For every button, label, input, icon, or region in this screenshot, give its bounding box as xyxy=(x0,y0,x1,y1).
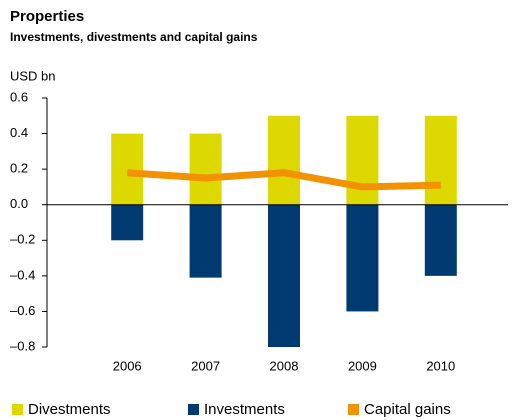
bar xyxy=(424,115,457,205)
legend-swatch xyxy=(188,404,199,415)
y-tick-label: –0.6 xyxy=(10,303,35,318)
bar xyxy=(346,115,379,205)
bar xyxy=(111,133,144,205)
bar xyxy=(189,133,222,205)
y-tick-label: –0.8 xyxy=(10,338,35,353)
legend-label: Divestments xyxy=(28,401,111,418)
x-tick-label: 2009 xyxy=(348,358,377,373)
y-tick-label: 0.2 xyxy=(10,161,28,176)
y-tick-label: 0.4 xyxy=(10,125,28,140)
y-tick-label: –0.2 xyxy=(10,232,35,247)
y-tick-label: 0.6 xyxy=(10,89,28,104)
bar xyxy=(189,204,222,278)
chart-title: Properties xyxy=(10,8,84,25)
bar xyxy=(268,204,300,347)
x-tick-label: 2007 xyxy=(191,358,220,373)
y-tick-label: 0.0 xyxy=(10,196,28,211)
x-tick-label: 2006 xyxy=(113,358,142,373)
bar xyxy=(346,204,379,312)
y-axis-label: USD bn xyxy=(10,68,56,83)
bar xyxy=(424,204,457,276)
x-tick-label: 2010 xyxy=(426,358,455,373)
bar xyxy=(268,115,300,205)
bar xyxy=(111,204,144,241)
legend-label: Capital gains xyxy=(364,401,451,418)
legend-swatch xyxy=(348,404,359,415)
legend-label: Investments xyxy=(204,401,285,418)
legend-swatch xyxy=(12,404,23,415)
y-tick-label: –0.4 xyxy=(10,267,35,282)
chart-subtitle: Investments, divestments and capital gai… xyxy=(10,30,258,44)
x-tick-label: 2008 xyxy=(270,358,299,373)
line xyxy=(126,169,441,191)
